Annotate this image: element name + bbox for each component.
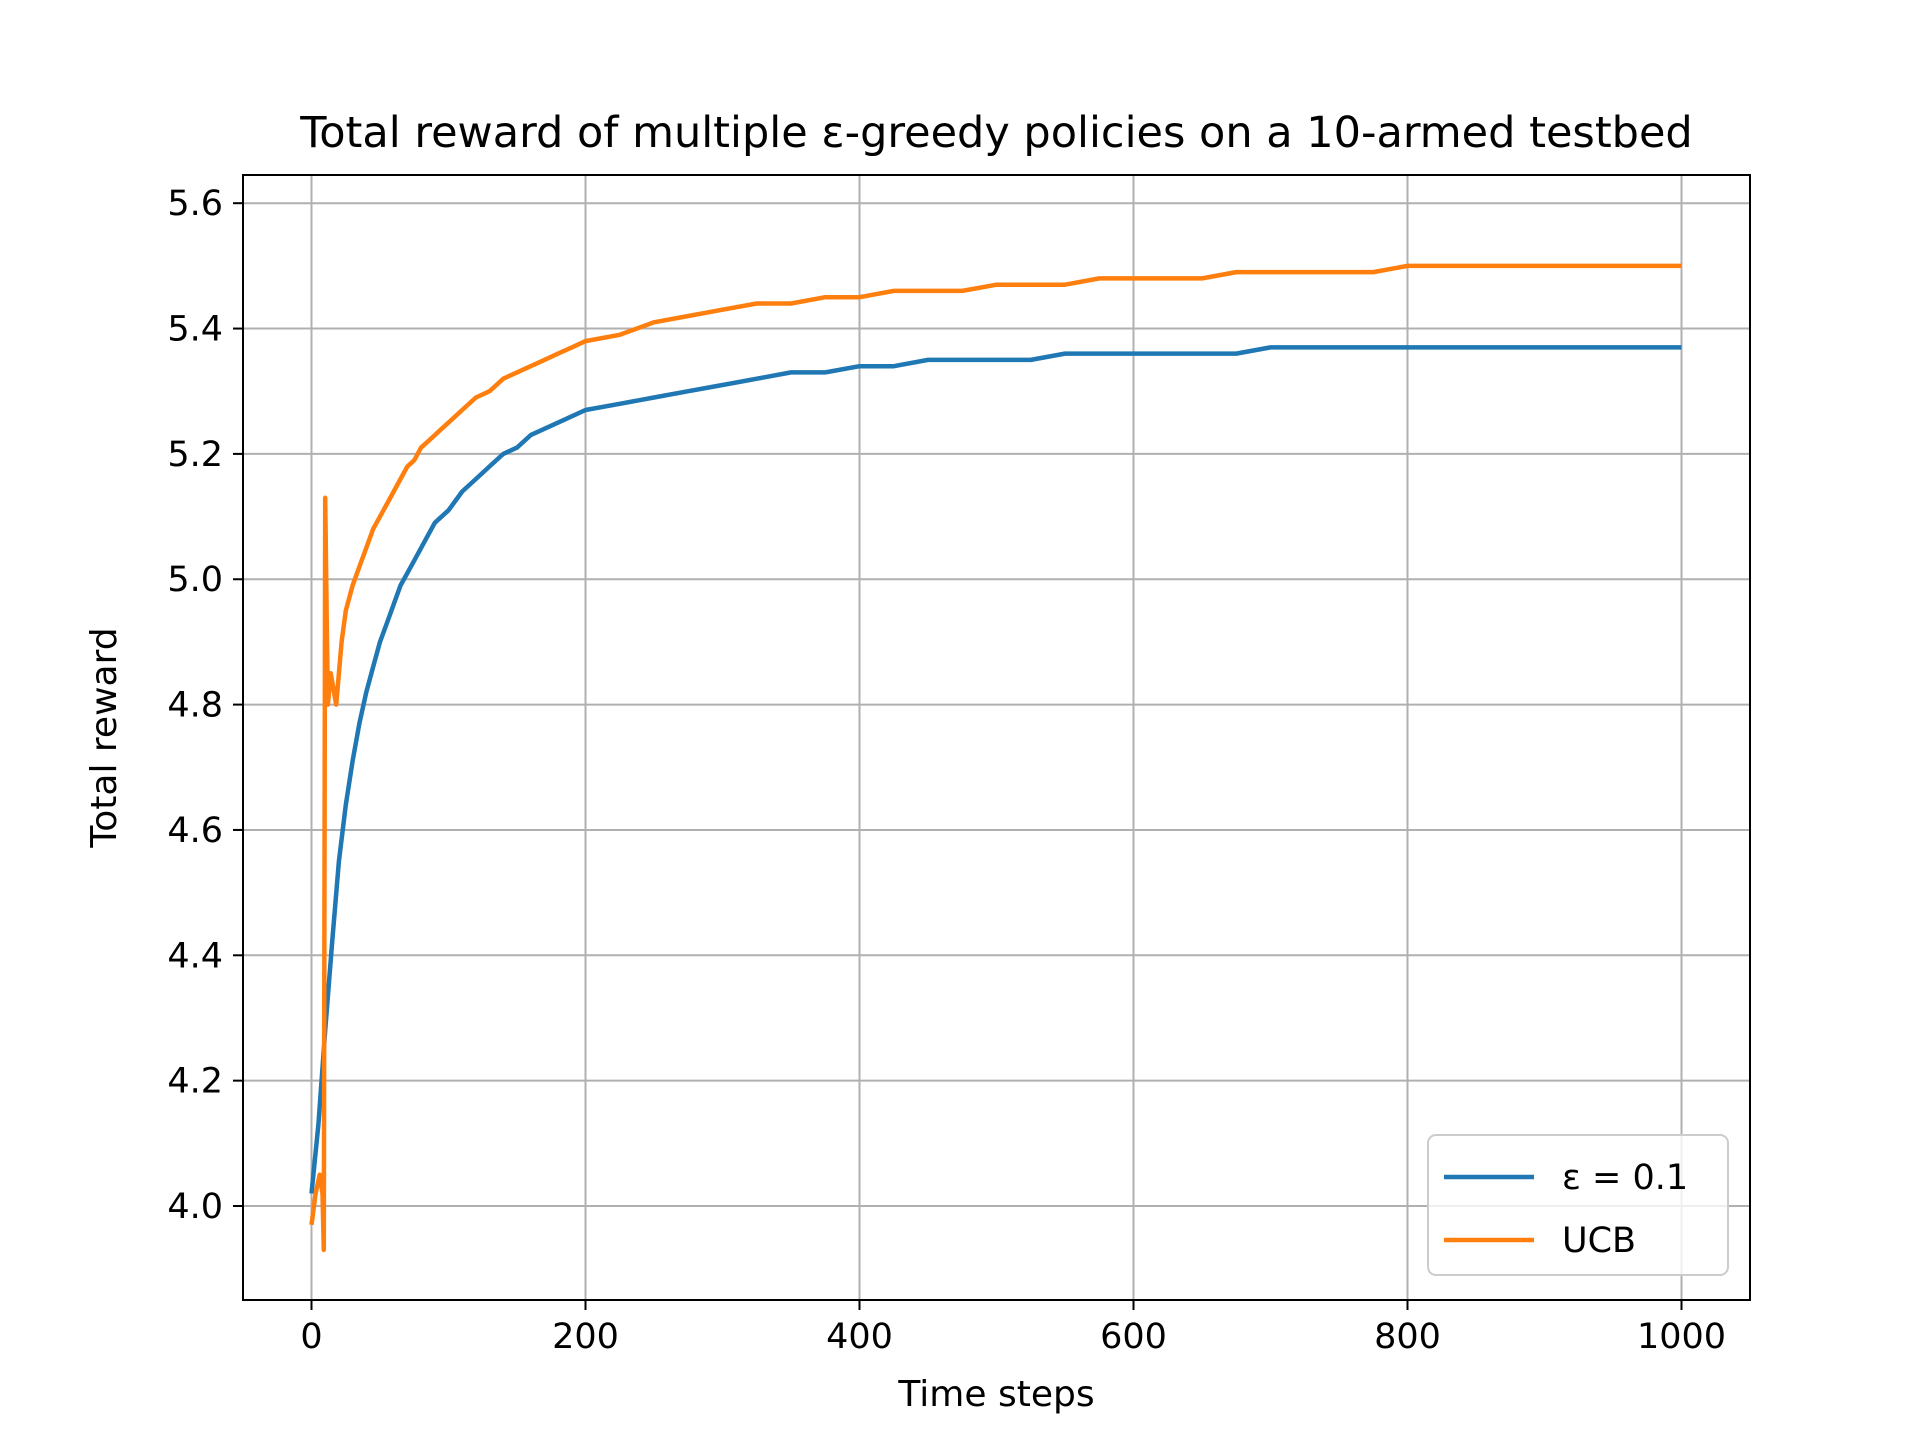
grid [243, 175, 1750, 1300]
legend: ε = 0.1 UCB [1427, 1134, 1729, 1276]
y-tick-label: 4.0 [167, 1187, 223, 1227]
x-axis-label: Time steps [897, 1374, 1094, 1415]
y-tick-label: 5.0 [167, 560, 223, 600]
plot-lines [309, 263, 1682, 1253]
y-tick-label: 5.6 [167, 184, 223, 224]
x-tick-label: 600 [1100, 1317, 1167, 1357]
axis-ticks: 0 200 400 600 800 1000 4.0 4.2 4.4 4.6 4.8 5.0 5.2 5.… [167, 184, 1726, 1357]
x-tick-label: 400 [826, 1317, 893, 1357]
y-tick-label: 4.6 [167, 811, 223, 851]
chart-title: Total reward of multiple ε-greedy polici… [299, 108, 1692, 158]
y-axis-label: Total reward [84, 627, 125, 848]
y-tick-label: 5.2 [167, 435, 223, 475]
plot-frame [242, 174, 1751, 1301]
series-line-0 [309, 345, 1682, 1194]
legend-label: UCB [1562, 1221, 1636, 1261]
legend-label: ε = 0.1 [1562, 1158, 1688, 1198]
x-tick-label: 800 [1374, 1317, 1441, 1357]
y-tick-label: 5.4 [167, 310, 223, 350]
x-tick-label: 0 [300, 1317, 322, 1357]
y-tick-label: 4.8 [167, 686, 223, 726]
x-tick-label: 200 [552, 1317, 619, 1357]
y-tick-label: 4.4 [167, 936, 223, 976]
x-tick-label: 1000 [1637, 1317, 1726, 1357]
series-line-1 [309, 263, 1682, 1253]
y-tick-label: 4.2 [167, 1062, 223, 1102]
